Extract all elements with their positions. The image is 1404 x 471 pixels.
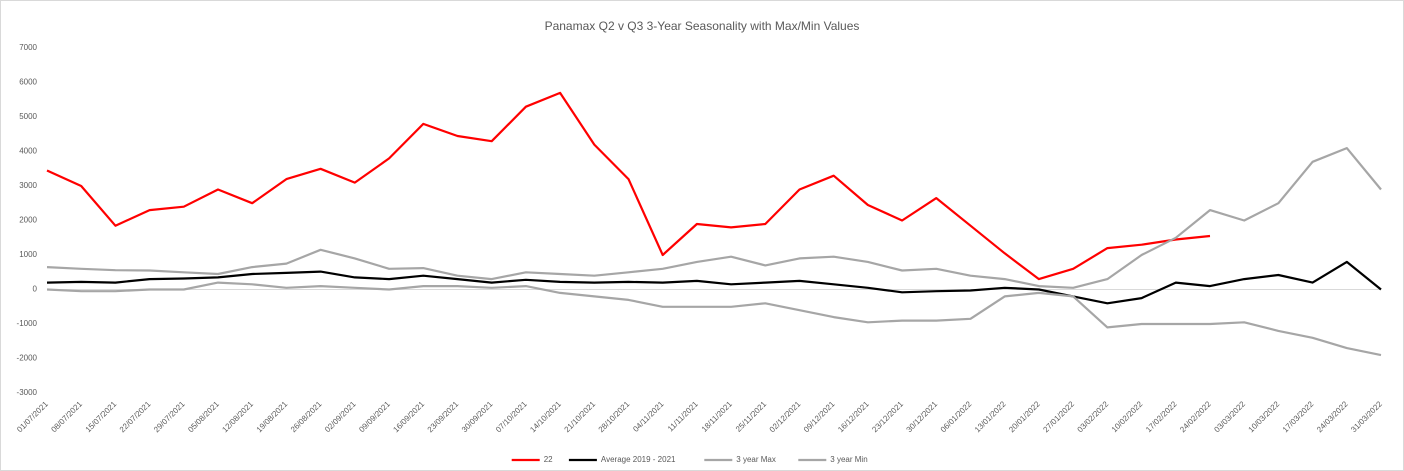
y-tick-label: -3000 [17,388,38,397]
legend-label: 3 year Min [830,455,867,464]
y-tick-label: 2000 [19,216,37,225]
y-tick-label: 7000 [19,43,37,52]
y-tick-label: 4000 [19,147,37,156]
y-tick-label: -2000 [17,354,38,363]
y-tick-label: 3000 [19,181,37,190]
series-line [46,147,1382,289]
y-tick-label: -1000 [17,319,38,328]
legend-label: 3 year Max [736,455,776,464]
series-line [46,281,1382,357]
y-tick-label: 1000 [19,250,37,259]
series-line [46,260,1382,305]
legend-label: 22 [544,455,553,464]
y-tick-label: 0 [33,285,38,294]
chart-title: Panamax Q2 v Q3 3-Year Seasonality with … [545,19,860,33]
series-line [46,91,1211,281]
legend-label: Average 2019 - 2021 [601,455,676,464]
y-tick-label: 6000 [19,78,37,87]
y-tick-label: 5000 [19,112,37,121]
